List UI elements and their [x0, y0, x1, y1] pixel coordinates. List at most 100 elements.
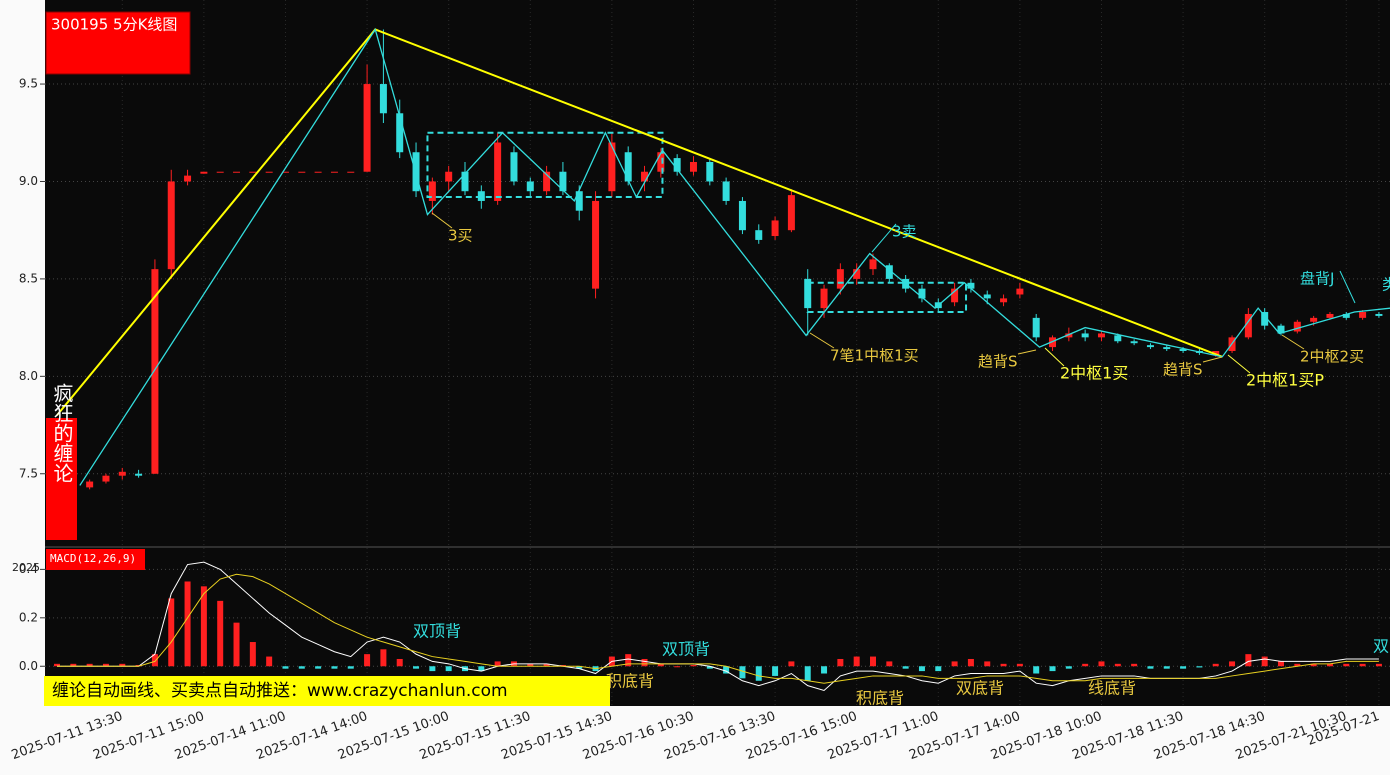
- candle-body: [200, 171, 208, 174]
- macd-bar: [543, 663, 550, 667]
- macd-bar: [380, 649, 387, 667]
- candle-body: [951, 288, 959, 303]
- candle-body: [967, 282, 975, 289]
- macd-bar: [576, 666, 583, 669]
- candle-body: [135, 473, 143, 476]
- macd-bar: [788, 661, 795, 667]
- macd-bar: [119, 663, 126, 667]
- candle-body: [836, 269, 844, 289]
- candle-body: [1261, 312, 1269, 326]
- candle-body: [461, 171, 469, 192]
- annotation-arrow: [431, 212, 453, 229]
- macd-bar: [1375, 663, 1382, 667]
- annotation-arrow: [809, 332, 835, 349]
- candle-body: [706, 161, 714, 182]
- annotation-arrow: [871, 223, 897, 253]
- annotation: 3卖: [892, 223, 917, 241]
- macd-bar: [282, 666, 289, 669]
- candle-body: [853, 269, 861, 279]
- macd-bar: [641, 658, 648, 667]
- macd-bar: [625, 654, 632, 667]
- banner-box: [44, 676, 610, 706]
- candle-body: [184, 175, 192, 182]
- macd-bar: [527, 663, 534, 667]
- candle-body: [330, 171, 338, 173]
- candle-body: [755, 230, 763, 240]
- macd-bar: [1278, 661, 1284, 667]
- candle-body: [347, 171, 355, 173]
- stroke-line: [79, 27, 1390, 486]
- macd-bar: [559, 665, 566, 667]
- candle-body: [1310, 317, 1318, 322]
- candle-body: [379, 84, 387, 114]
- annotation: 双顶背: [413, 622, 461, 641]
- macd-bar: [902, 666, 909, 669]
- macd-bar: [918, 666, 925, 672]
- macd-bar: [298, 666, 305, 669]
- candle-body: [363, 84, 371, 172]
- candle-body: [1359, 312, 1367, 318]
- side-label-box: [46, 418, 77, 540]
- macd-bar: [217, 600, 224, 667]
- candle-body: [689, 161, 697, 172]
- annotation: 2中枢2买: [1300, 348, 1364, 366]
- y-tick-label: 0.4: [19, 562, 38, 576]
- candle-body: [722, 181, 730, 201]
- macd-bar: [772, 666, 779, 676]
- macd-bar: [184, 581, 191, 667]
- chart-title: 300195 5分K线图: [51, 16, 177, 34]
- annotation: 线底背: [1088, 679, 1136, 698]
- annotation: 2中枢1买P: [1246, 371, 1324, 390]
- macd-bar: [1147, 666, 1154, 669]
- annotation-arrow: [1227, 354, 1251, 374]
- candle-body: [1342, 313, 1350, 318]
- candle-body: [1114, 335, 1122, 342]
- annotation: 盘背J: [1300, 270, 1334, 288]
- annotation-arrow: [1339, 270, 1356, 304]
- title-box: [45, 11, 191, 75]
- candle-body: [102, 475, 110, 482]
- candle-body: [592, 200, 600, 289]
- candle-body: [885, 265, 893, 279]
- macd-bar: [168, 598, 175, 667]
- macd-bar: [755, 666, 762, 681]
- y-tick-label: 9.0: [19, 174, 38, 188]
- macd-bar: [364, 654, 371, 667]
- candle-body: [1065, 333, 1073, 338]
- y-tick-label: 8.5: [19, 271, 38, 285]
- candle-body: [787, 195, 795, 231]
- macd-bar: [1000, 663, 1007, 667]
- candle-body: [738, 200, 746, 231]
- macd-bar: [1245, 654, 1252, 667]
- macd-bar: [1212, 663, 1219, 667]
- annotation: 双: [1373, 637, 1389, 656]
- candle-body: [1375, 313, 1383, 316]
- macd-bar: [804, 666, 811, 681]
- macd-bar: [935, 666, 942, 672]
- macd-bar: [951, 661, 958, 667]
- candle-body: [151, 269, 159, 474]
- macd-line: [57, 573, 1379, 684]
- macd-bar: [445, 666, 452, 672]
- annotation-arrow: [1281, 334, 1305, 350]
- candle-body: [771, 220, 779, 237]
- y-tick-label: 0.2: [19, 610, 38, 624]
- annotation: 类: [1382, 276, 1390, 294]
- macd-bar: [1016, 663, 1023, 667]
- macd-bar: [429, 666, 436, 672]
- candle-body: [118, 471, 126, 476]
- candle-body: [983, 294, 991, 299]
- candle-body: [1326, 313, 1334, 318]
- candle-body: [86, 481, 94, 488]
- macd-bar: [1049, 666, 1056, 672]
- y-tick-label: 8.0: [19, 369, 38, 383]
- macd-bar: [331, 666, 338, 669]
- plot-background: [45, 0, 1390, 706]
- macd-bar: [151, 654, 158, 667]
- macd-bar: [837, 658, 844, 667]
- candle-body: [1130, 341, 1138, 344]
- macd-bar: [870, 656, 876, 667]
